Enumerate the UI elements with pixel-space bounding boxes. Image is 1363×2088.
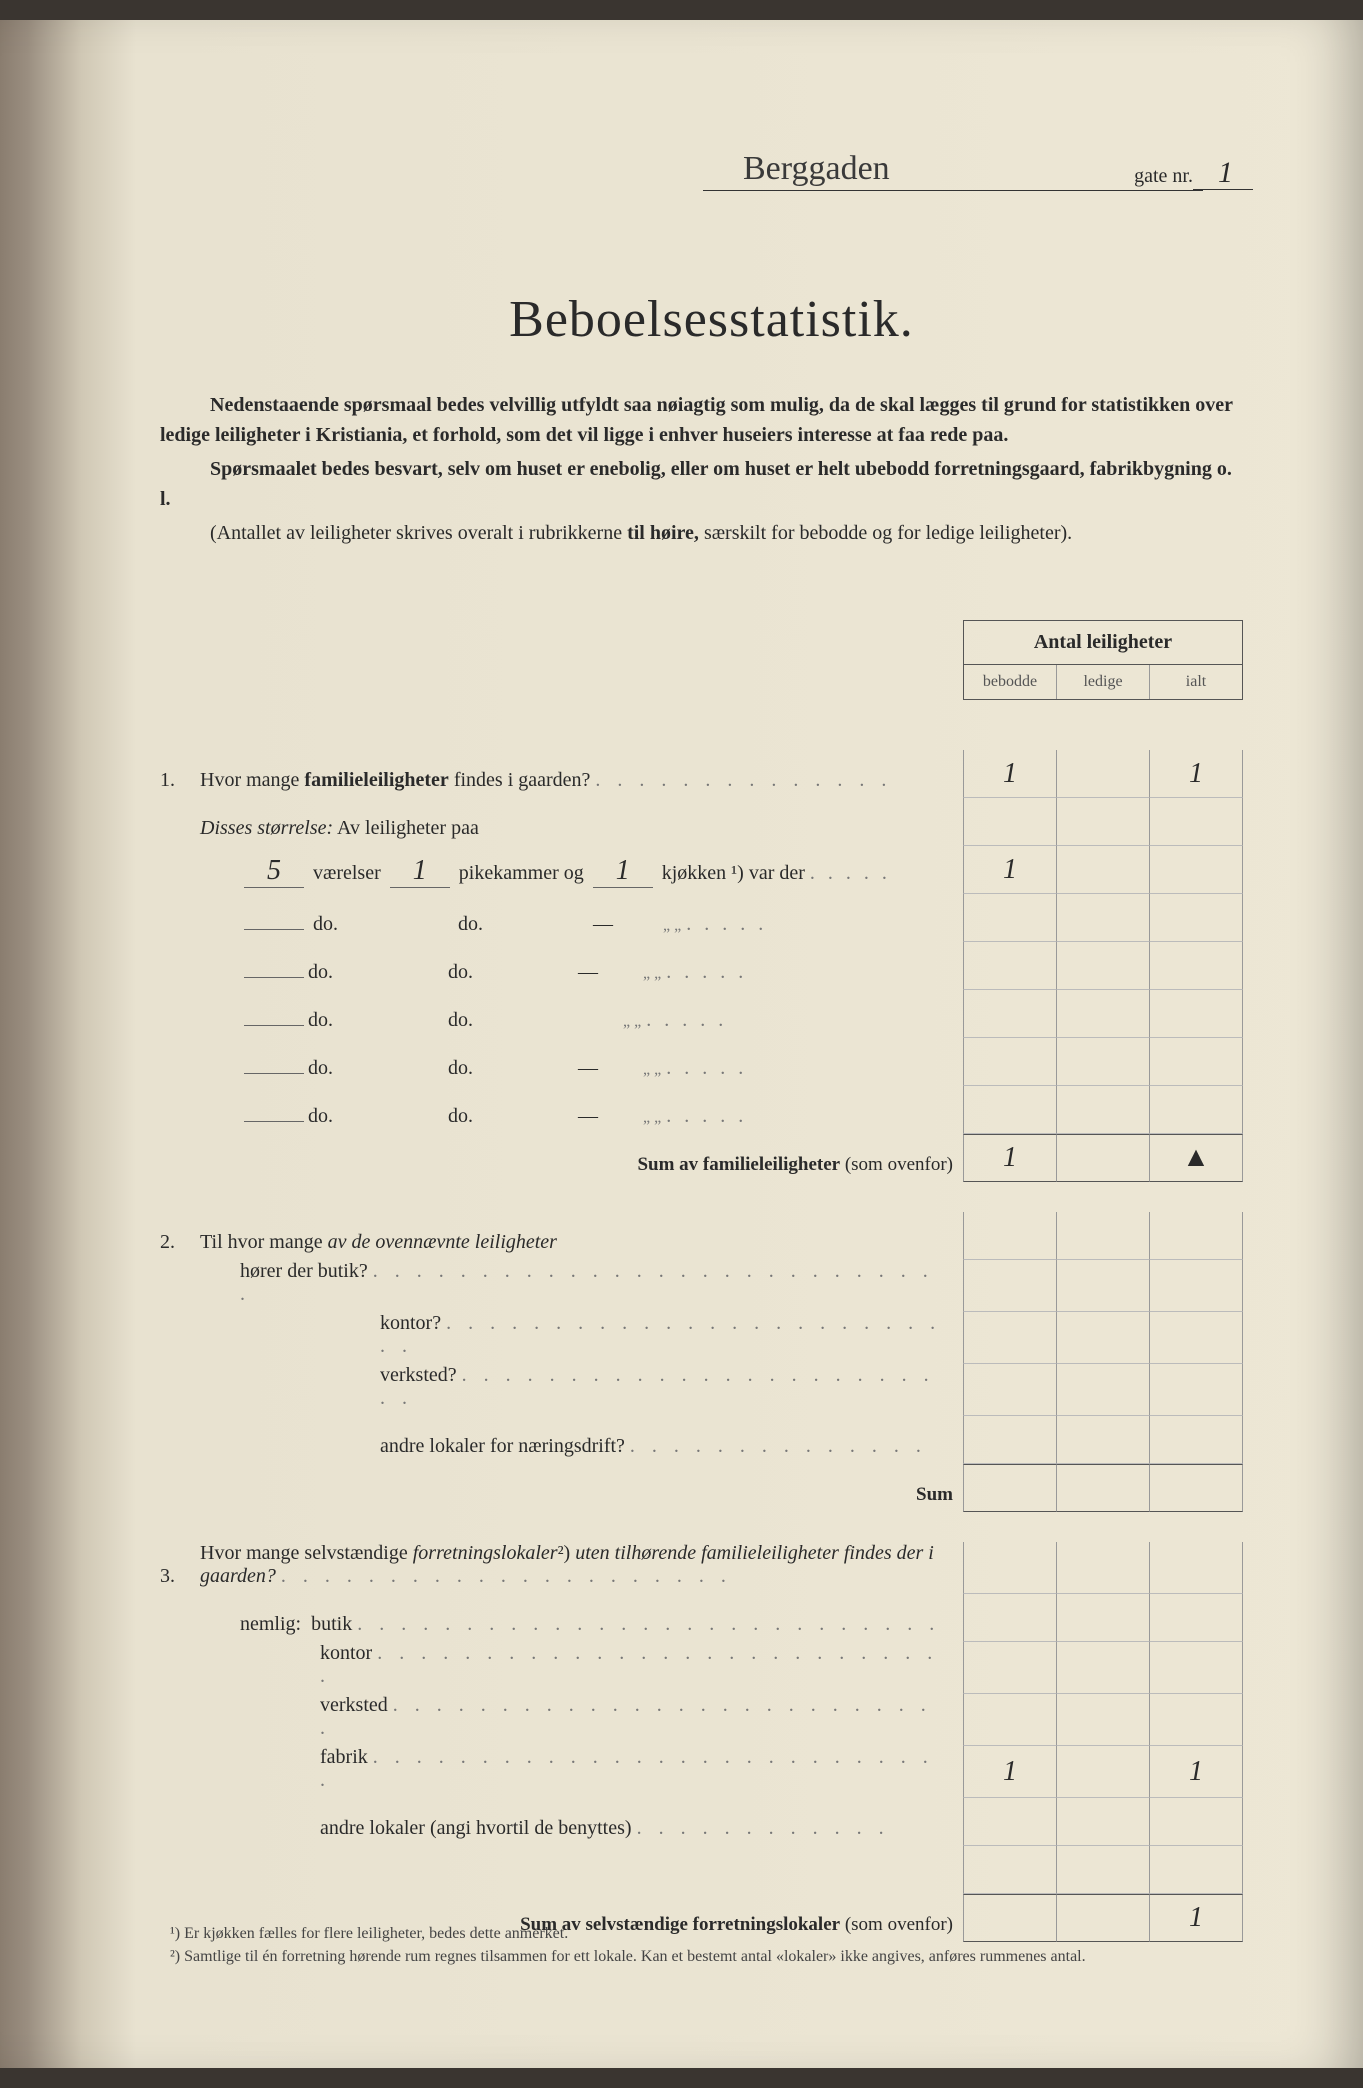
q2-sum: Sum (160, 1464, 1243, 1512)
q2-r4: andre lokaler for næringsdrift? . . . . … (160, 1416, 1243, 1464)
q1-size-row-5: do. do. — „ „ . . . . . (160, 1038, 1243, 1086)
q3-blank (160, 1846, 1243, 1894)
kjok-1: 1 (593, 855, 653, 888)
q2-num: 2. (160, 1231, 200, 1260)
q1-num: 1. (160, 769, 200, 798)
q1-sum-bebodde: 1 (963, 1134, 1056, 1182)
footnote-2: ²) Samtlige til én forretning hørende ru… (170, 1946, 1223, 1968)
q2-r1: hører der butik? . . . . . . . . . . . .… (160, 1260, 1243, 1312)
q1-main: 1. Hvor mange familieleiligheter findes … (160, 750, 1243, 798)
q2-main: 2. Til hvor mange av de ovennævnte leili… (160, 1212, 1243, 1260)
q3-r5: andre lokaler (angi hvortil de benyttes)… (160, 1798, 1243, 1846)
col-ledige: ledige (1057, 665, 1150, 699)
q3-r3: verksted . . . . . . . . . . . . . . . .… (160, 1694, 1243, 1746)
questions: 1. Hvor mange familieleiligheter findes … (160, 750, 1243, 1942)
q3-r4-ialt: 1 (1149, 1746, 1243, 1798)
q2-r3: verksted? . . . . . . . . . . . . . . . … (160, 1364, 1243, 1416)
col-header-row: bebodde ledige ialt (964, 665, 1242, 699)
col-header-title: Antal leiligheter (964, 621, 1242, 665)
q1-sum: Sum av familieleiligheter (som ovenfor) … (160, 1134, 1243, 1182)
pike-1: 1 (390, 855, 450, 888)
q1-size-row-2: do. do. — „ „ . . . . . (160, 894, 1243, 942)
q2-r2: kontor? . . . . . . . . . . . . . . . . … (160, 1312, 1243, 1364)
q3-r2: kontor . . . . . . . . . . . . . . . . .… (160, 1642, 1243, 1694)
vaerelser-1: 5 (244, 855, 304, 888)
header-field: Berggaden gate nr. 1 (703, 150, 1203, 191)
q1-ledige (1056, 750, 1149, 798)
column-header: Antal leiligheter bebodde ledige ialt (963, 620, 1243, 700)
footnote-1: ¹) Er kjøkken fælles for flere leilighet… (170, 1923, 1223, 1945)
cells-empty (963, 798, 1243, 846)
q1-size-row-1: 5 værelser 1 pikekammer og 1 kjøkken ¹) … (160, 846, 1243, 894)
q1-sum-ialt: ▲ (1149, 1134, 1243, 1182)
page-title: Beboelsesstatistik. (120, 290, 1303, 349)
intro-p1: Nedenstaaende spørsmaal bedes velvillig … (160, 390, 1243, 450)
q3-r4: fabrik . . . . . . . . . . . . . . . . .… (160, 1746, 1243, 1798)
street-name: Berggaden (703, 150, 890, 188)
intro-p3: (Antallet av leiligheter skrives overalt… (160, 518, 1243, 548)
gate-nr-value: 1 (1218, 156, 1233, 190)
q1-text: Hvor mange familieleiligheter findes i g… (200, 769, 963, 798)
intro-p2: Spørsmaalet bedes besvart, selv om huset… (160, 454, 1243, 514)
q1-disses: Disses størrelse: Av leiligheter paa (160, 798, 1243, 846)
col-bebodde: bebodde (964, 665, 1057, 699)
footnotes: ¹) Er kjøkken fælles for flere leilighet… (170, 1923, 1223, 1968)
intro-text: Nedenstaaende spørsmaal bedes velvillig … (160, 390, 1243, 552)
q1-size-row-3: do. do. — „ „ . . . . . (160, 942, 1243, 990)
q1-bebodde: 1 (963, 750, 1056, 798)
q3-main: 3. Hvor mange selvstændige forretningslo… (160, 1542, 1243, 1594)
q1-size-row-4: do. do. „ „ . . . . . (160, 990, 1243, 1038)
q3-num: 3. (160, 1565, 200, 1594)
col-ialt: ialt (1150, 665, 1242, 699)
page-content: Berggaden gate nr. 1 Beboelsesstatistik.… (120, 60, 1303, 2028)
q1-cells: 1 1 (963, 750, 1243, 798)
size1-bebodde: 1 (963, 846, 1056, 894)
q3-r4-bebodde: 1 (963, 1746, 1056, 1798)
page-scan: Berggaden gate nr. 1 Beboelsesstatistik.… (0, 20, 1363, 2068)
q1-ialt: 1 (1149, 750, 1243, 798)
q1-size-row-6: do. do. — „ „ . . . . . (160, 1086, 1243, 1134)
gate-nr-label: gate nr. (1134, 165, 1203, 188)
q3-r1: nemlig: butik . . . . . . . . . . . . . … (160, 1594, 1243, 1642)
